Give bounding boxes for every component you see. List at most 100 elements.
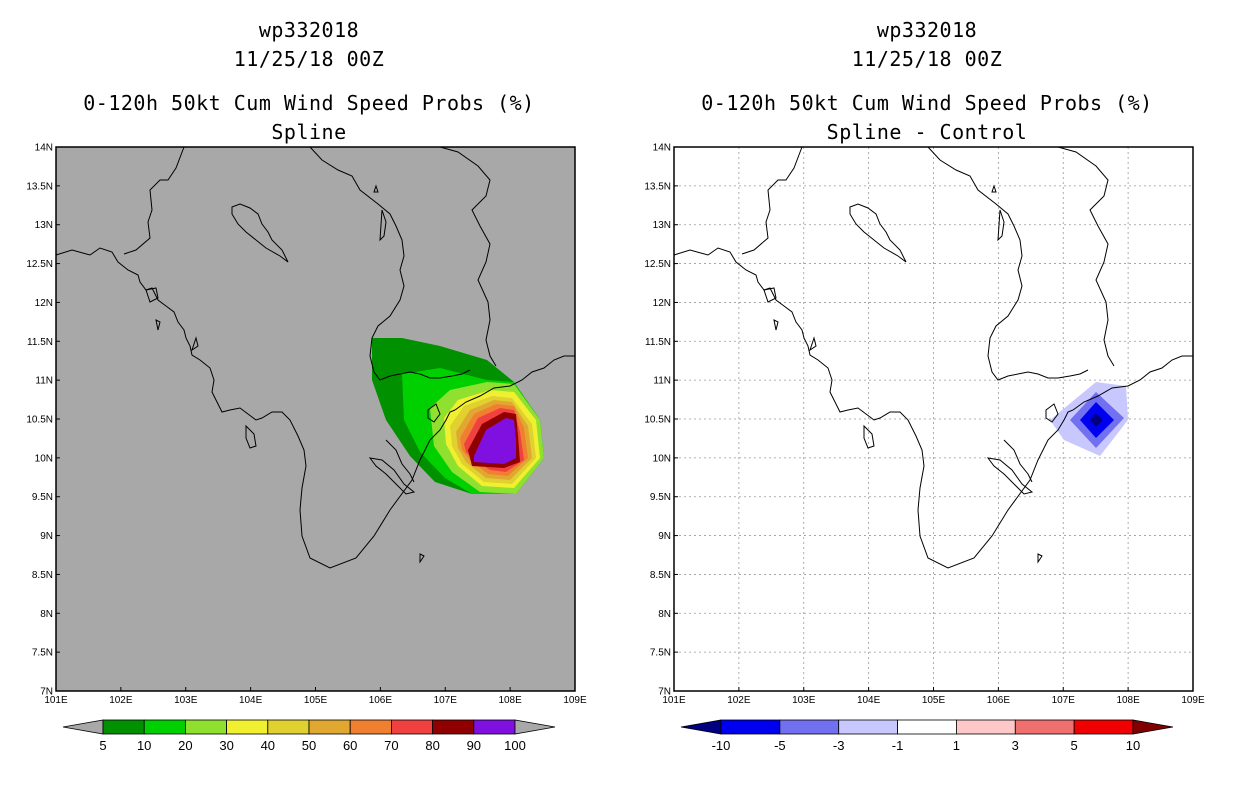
colorbar-segment: [1014, 719, 1075, 735]
colorbar-segment: [143, 719, 186, 735]
colorbar-label: 3: [1012, 738, 1019, 753]
lat-tick-label: 8N: [40, 609, 53, 620]
gridlines: [674, 147, 1193, 691]
lon-tick-label: 104E: [239, 695, 263, 706]
lat-tick-label: 10N: [653, 453, 671, 464]
colorbar-label: 5: [99, 738, 106, 753]
colorbar: -10 -5 -3 -1 1 3 5 10: [680, 719, 1174, 753]
lat-tick-label: 11.5N: [645, 337, 671, 348]
plot-subtitle: Spline - Control: [826, 120, 1028, 144]
lon-tick-label: 101E: [662, 695, 686, 706]
colorbar-segment: [308, 719, 351, 735]
lat-tick-label: 7.5N: [650, 648, 671, 659]
probability-contours: [372, 338, 544, 494]
lon-tick-label: 103E: [174, 695, 198, 706]
lon-tick-label: 108E: [1116, 695, 1140, 706]
lon-tick-label: 106E: [987, 695, 1011, 706]
lat-tick-label: 12N: [35, 298, 53, 309]
plot-title: 0-120h 50kt Cum Wind Speed Probs (%): [701, 91, 1153, 115]
lon-tick-label: 107E: [1052, 695, 1076, 706]
colorbar-label: 40: [261, 738, 275, 753]
colorbar-label: 100: [504, 738, 526, 753]
colorbar-segment: [956, 719, 1016, 735]
lat-tick-label: 10.5N: [644, 415, 671, 426]
colorbar-label: 70: [384, 738, 398, 753]
colorbar-label: -1: [892, 738, 904, 753]
colorbar-label: 20: [178, 738, 192, 753]
lat-tick-label: 8.5N: [32, 570, 53, 581]
colorbar-left-arrow: [680, 719, 722, 735]
colorbar-segment: [897, 719, 957, 735]
colorbar-label: -5: [774, 738, 786, 753]
storm-id: wp332018: [876, 18, 978, 42]
colorbar-segment: [473, 719, 516, 735]
lon-tick-label: 103E: [792, 695, 816, 706]
lon-tick-label: 105E: [304, 695, 328, 706]
colorbar-label: 50: [302, 738, 316, 753]
colorbar-label: 80: [425, 738, 439, 753]
storm-id: wp332018: [258, 18, 360, 42]
lat-tick-label: 12.5N: [26, 259, 53, 270]
colorbar-right-arrow: [514, 719, 556, 735]
lat-tick-label: 13N: [35, 220, 53, 231]
lon-tick-label: 106E: [369, 695, 393, 706]
lat-tick-label: 7N: [40, 687, 53, 698]
lat-tick-label: 7N: [658, 687, 671, 698]
lat-tick-label: 12N: [653, 298, 671, 309]
difference-contours: [1050, 382, 1128, 456]
colorbar-label: 60: [343, 738, 357, 753]
lat-tick-label: 13.5N: [26, 181, 53, 192]
colorbar-segment: [1073, 719, 1134, 735]
left-panel: wp332018 11/25/18 00Z 0-120h 50kt Cum Wi…: [26, 18, 587, 753]
colorbar-segment: [432, 719, 475, 735]
lon-tick-label: 107E: [434, 695, 458, 706]
colorbar-segment: [102, 719, 145, 735]
lat-tick-label: 14N: [35, 143, 53, 154]
colorbar-label: 1: [953, 738, 960, 753]
lon-tick-label: 105E: [922, 695, 946, 706]
lon-tick-label: 108E: [498, 695, 522, 706]
colorbar-segment: [390, 719, 433, 735]
colorbar-label: 10: [137, 738, 151, 753]
lon-tick-label: 101E: [44, 695, 68, 706]
colorbar: 5 10 20 30 40 50 60 70 80 90 100: [62, 719, 556, 753]
lon-tick-label: 104E: [857, 695, 881, 706]
lat-tick-label: 9.5N: [650, 492, 671, 503]
contour-90: [474, 418, 516, 464]
lat-tick-label: 9N: [658, 531, 671, 542]
lat-tick-label: 10N: [35, 453, 53, 464]
lat-tick-label: 9.5N: [32, 492, 53, 503]
difference-map: 101E 102E 103E 104E 105E 106E 107E 108E 109E 7N 7.…: [644, 143, 1205, 707]
lat-tick-label: 9N: [40, 531, 53, 542]
lat-tick-label: 8.5N: [650, 570, 671, 581]
colorbar-left-arrow: [62, 719, 104, 735]
colorbar-segment: [267, 719, 310, 735]
lat-tick-label: 12.5N: [644, 259, 671, 270]
lat-tick-label: 14N: [653, 143, 671, 154]
colorbar-label: -3: [833, 738, 845, 753]
lon-tick-label: 102E: [109, 695, 133, 706]
colorbar-label: 90: [467, 738, 481, 753]
colorbar-right-arrow: [1132, 719, 1174, 735]
coastline: [55, 146, 575, 569]
colorbar-segment: [226, 719, 269, 735]
colorbar-segment: [184, 719, 227, 735]
colorbar-label: 10: [1126, 738, 1140, 753]
lat-tick-label: 8N: [658, 609, 671, 620]
colorbar-label: 30: [219, 738, 233, 753]
contour-minus10: [1090, 413, 1103, 427]
colorbar-label: 5: [1071, 738, 1078, 753]
lon-tick-label: 102E: [727, 695, 751, 706]
coastline: [673, 146, 1193, 569]
lon-tick-label: 109E: [563, 695, 587, 706]
colorbar-segment: [838, 719, 898, 735]
plot-title: 0-120h 50kt Cum Wind Speed Probs (%): [83, 91, 535, 115]
colorbar-segment: [720, 719, 781, 735]
forecast-date: 11/25/18 00Z: [851, 47, 1003, 71]
lat-tick-label: 13.5N: [644, 181, 671, 192]
axis-labels: 101E 102E 103E 104E 105E 106E 107E 108E 109E 7N 7.…: [26, 143, 587, 707]
lat-tick-label: 7.5N: [32, 648, 53, 659]
lat-tick-label: 11.5N: [27, 337, 53, 348]
plot-subtitle: Spline: [271, 120, 347, 144]
lat-tick-label: 11N: [35, 376, 53, 387]
